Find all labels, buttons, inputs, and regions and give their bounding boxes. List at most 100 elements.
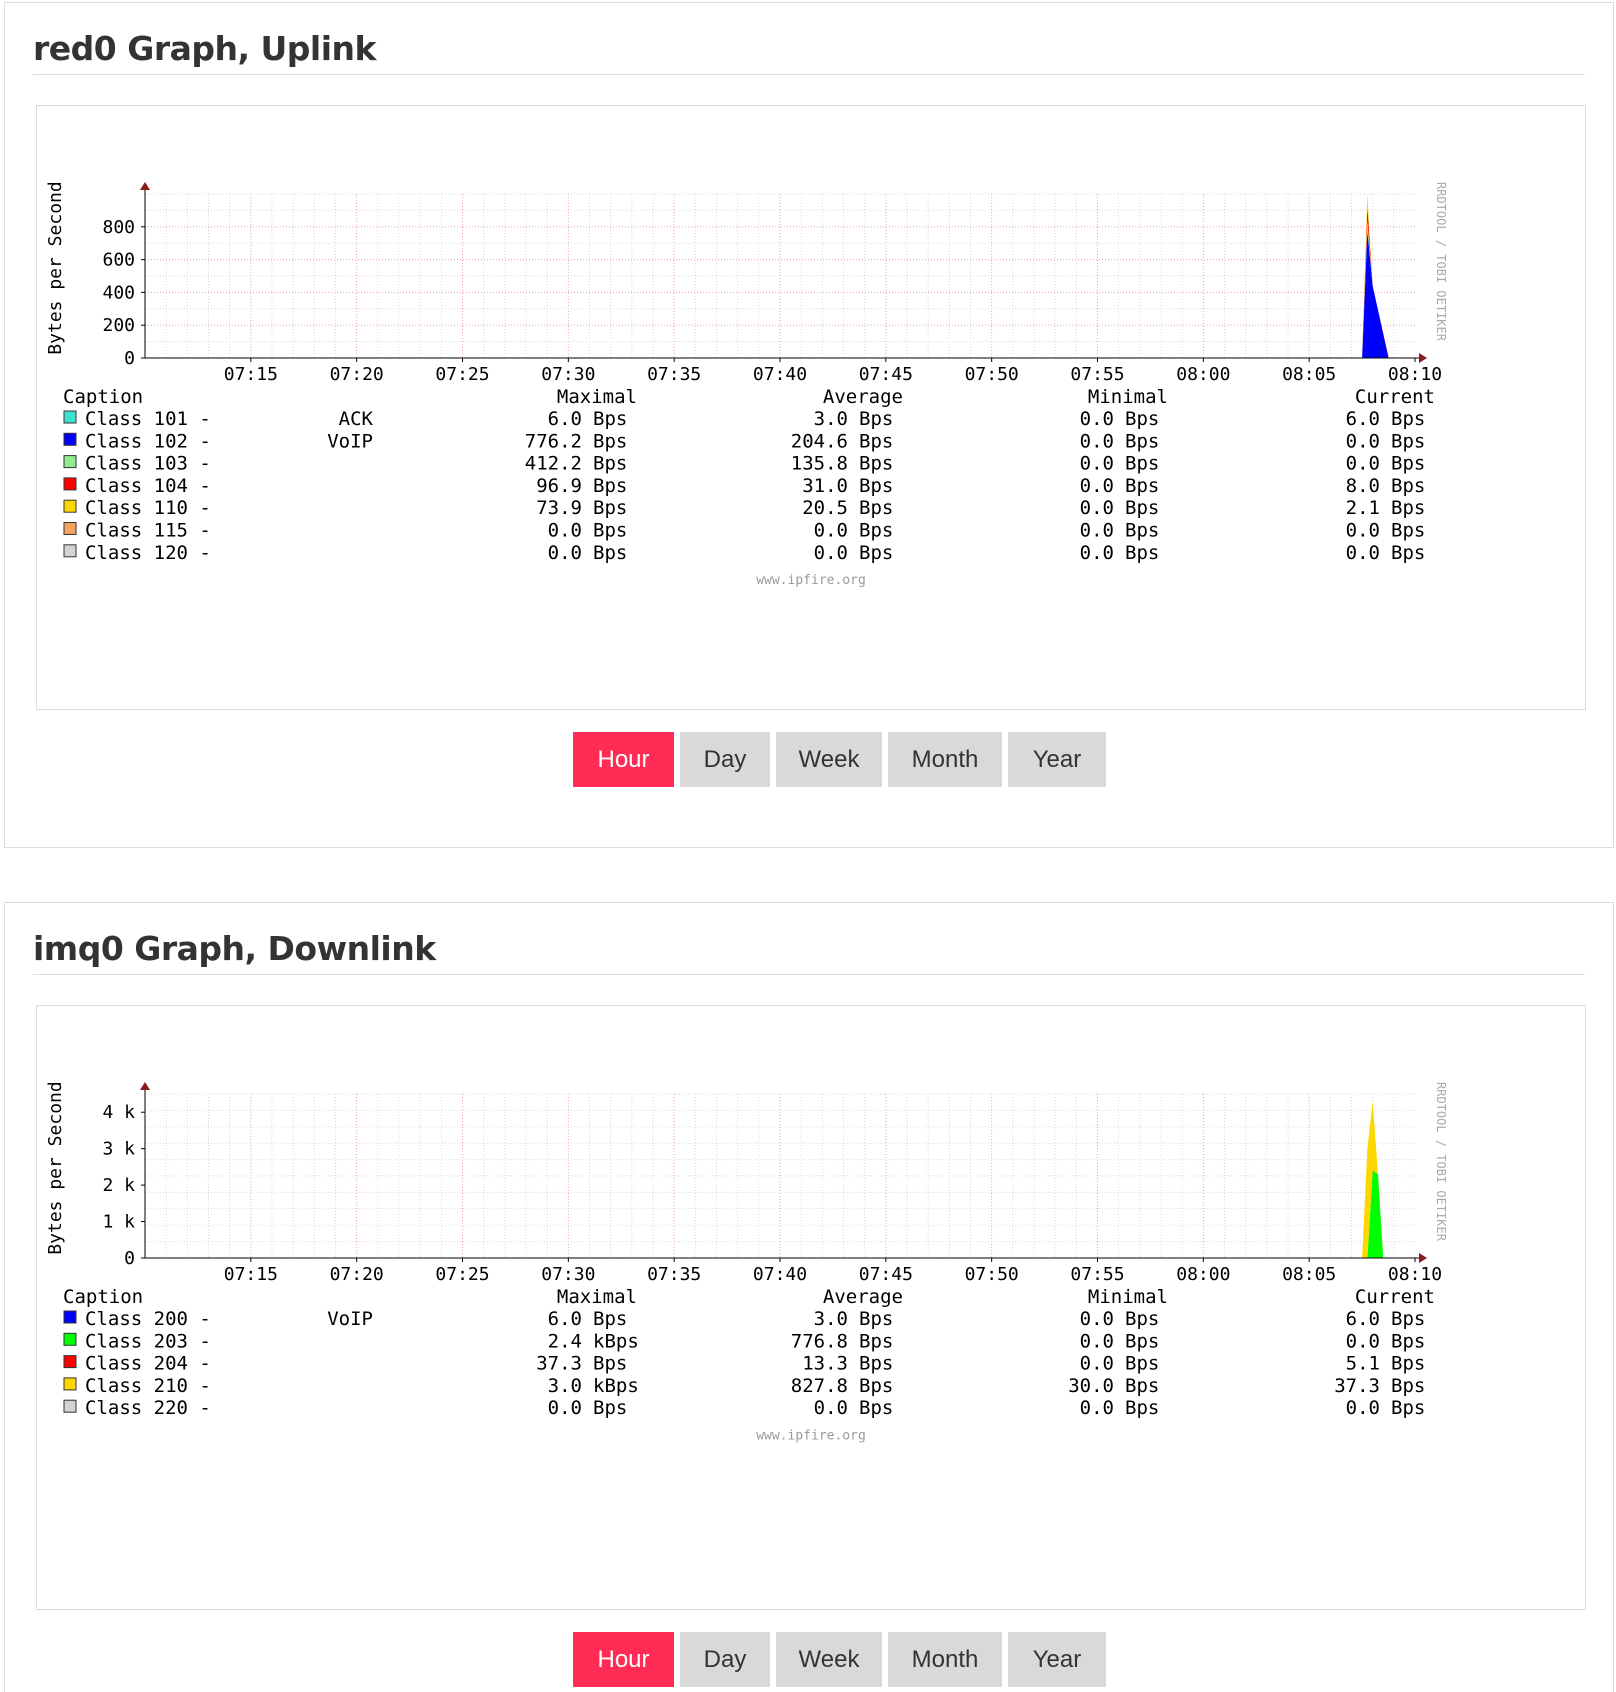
x-tick-label: 07:55 <box>1070 364 1124 385</box>
legend-swatch <box>63 1377 77 1391</box>
legend-swatch <box>63 1355 77 1369</box>
legend-max-value: 2.4 <box>548 1330 582 1352</box>
y-axis-arrow <box>140 182 150 190</box>
x-tick-label: 07:35 <box>647 1264 701 1285</box>
panel-title: red0 Graph, Uplink <box>33 29 376 68</box>
legend-current-value: 0.0 <box>1346 430 1380 452</box>
x-tick-label: 07:40 <box>753 1264 807 1285</box>
legend-max-value: 0.0 <box>548 1397 582 1419</box>
legend-swatch <box>63 1332 77 1346</box>
legend-avg-value: 204.6 <box>791 430 848 452</box>
x-tick-label: 07:35 <box>647 364 701 385</box>
legend-header-minimal: Minimal <box>1088 1286 1168 1308</box>
legend-min-unit: Bps <box>1125 520 1159 542</box>
legend-avg-unit: Bps <box>859 542 893 564</box>
legend-max-value: 3.0 <box>548 1375 582 1397</box>
y-tick-label: 3 k <box>102 1139 135 1160</box>
title-divider <box>33 74 1585 75</box>
legend-header-maximal: Maximal <box>557 1286 637 1308</box>
legend-swatch <box>63 544 77 558</box>
legend-min-value: 0.0 <box>1080 453 1114 475</box>
legend-current-value: 0.0 <box>1346 1330 1380 1352</box>
legend-max-unit: kBps <box>593 1375 639 1397</box>
x-tick-label: 07:20 <box>330 1264 384 1285</box>
legend-max-unit: Bps <box>593 1353 627 1375</box>
legend-min-value: 0.0 <box>1080 475 1114 497</box>
legend-avg-value: 31.0 <box>802 475 848 497</box>
range-day-button[interactable]: Day <box>680 732 770 787</box>
x-tick-label: 07:30 <box>541 364 595 385</box>
x-tick-label: 07:50 <box>965 1264 1019 1285</box>
range-week-button[interactable]: Week <box>776 732 882 787</box>
legend-class-label: VoIP <box>327 1308 373 1330</box>
legend-current-value: 0.0 <box>1346 520 1380 542</box>
legend-min-unit: Bps <box>1125 497 1159 519</box>
legend-avg-unit: Bps <box>859 1330 893 1352</box>
legend-max-value: 412.2 <box>525 453 582 475</box>
legend-swatch <box>63 1310 77 1324</box>
legend-avg-value: 0.0 <box>814 520 848 542</box>
legend-current-value: 0.0 <box>1346 542 1380 564</box>
x-axis-arrow <box>1419 353 1427 363</box>
x-tick-label: 07:45 <box>859 1264 913 1285</box>
legend-current-unit: Bps <box>1391 408 1425 430</box>
legend-class-name: Class 210 - <box>85 1375 211 1397</box>
legend-min-unit: Bps <box>1125 1308 1159 1330</box>
rrdtool-watermark: RRDTOOL / TOBI OETIKER <box>1434 1082 1448 1242</box>
legend-avg-value: 3.0 <box>814 408 848 430</box>
legend-class-label: ACK <box>339 408 374 430</box>
legend-current-unit: Bps <box>1391 1308 1425 1330</box>
legend-max-unit: Bps <box>593 1308 627 1330</box>
legend-avg-unit: Bps <box>859 1308 893 1330</box>
legend-current-unit: Bps <box>1391 520 1425 542</box>
legend-current-value: 0.0 <box>1346 1397 1380 1419</box>
legend-max-unit: Bps <box>593 497 627 519</box>
legend-current-unit: Bps <box>1391 430 1425 452</box>
legend-min-unit: Bps <box>1125 542 1159 564</box>
legend-swatch <box>63 1399 77 1413</box>
legend-min-value: 0.0 <box>1080 1397 1114 1419</box>
legend-avg-unit: Bps <box>859 453 893 475</box>
x-tick-label: 08:00 <box>1176 364 1230 385</box>
range-day-button[interactable]: Day <box>680 1632 770 1687</box>
range-week-button[interactable]: Week <box>776 1632 882 1687</box>
range-year-button[interactable]: Year <box>1008 1632 1106 1687</box>
y-axis-label: Bytes per Second <box>45 181 66 354</box>
legend-class-name: Class 204 - <box>85 1353 211 1375</box>
y-tick-label: 2 k <box>102 1175 135 1196</box>
legend-avg-unit: Bps <box>859 520 893 542</box>
range-hour-button[interactable]: Hour <box>573 1632 674 1687</box>
uplink-panel: red0 Graph, Uplink 0 200 400 600 800 07:15 07:… <box>4 2 1614 848</box>
uplink-chart: 0 200 400 600 800 07:15 07:20 07:25 07:30 07:35 07… <box>45 181 1448 588</box>
legend-current-unit: Bps <box>1391 1330 1425 1352</box>
legend-min-value: 30.0 <box>1068 1375 1114 1397</box>
legend-class-name: Class 103 - <box>85 453 211 475</box>
legend-avg-value: 0.0 <box>814 542 848 564</box>
x-tick-label: 07:25 <box>435 1264 489 1285</box>
legend-max-value: 0.0 <box>548 542 582 564</box>
legend-current-value: 6.0 <box>1346 1308 1380 1330</box>
range-month-button[interactable]: Month <box>888 732 1002 787</box>
legend-header-average: Average <box>823 386 903 408</box>
x-tick-label: 07:15 <box>224 1264 278 1285</box>
legend-current-value: 2.1 <box>1346 497 1380 519</box>
range-hour-button[interactable]: Hour <box>573 732 674 787</box>
y-tick-label: 800 <box>102 217 135 238</box>
range-year-button[interactable]: Year <box>1008 732 1106 787</box>
legend-class-name: Class 110 - <box>85 497 211 519</box>
x-tick-label: 07:25 <box>435 364 489 385</box>
y-axis-label: Bytes per Second <box>45 1081 66 1254</box>
legend-current-unit: Bps <box>1391 497 1425 519</box>
x-tick-label: 07:30 <box>541 1264 595 1285</box>
legend-class-label: VoIP <box>327 430 373 452</box>
legend-avg-unit: Bps <box>859 497 893 519</box>
range-month-button[interactable]: Month <box>888 1632 1002 1687</box>
legend-max-value: 96.9 <box>536 475 582 497</box>
legend-current-unit: Bps <box>1391 1397 1425 1419</box>
x-tick-label: 07:15 <box>224 364 278 385</box>
legend-min-unit: Bps <box>1125 430 1159 452</box>
legend-min-unit: Bps <box>1125 453 1159 475</box>
legend-max-value: 73.9 <box>536 497 582 519</box>
series-area <box>1362 1101 1384 1258</box>
legend-swatch <box>63 455 77 469</box>
